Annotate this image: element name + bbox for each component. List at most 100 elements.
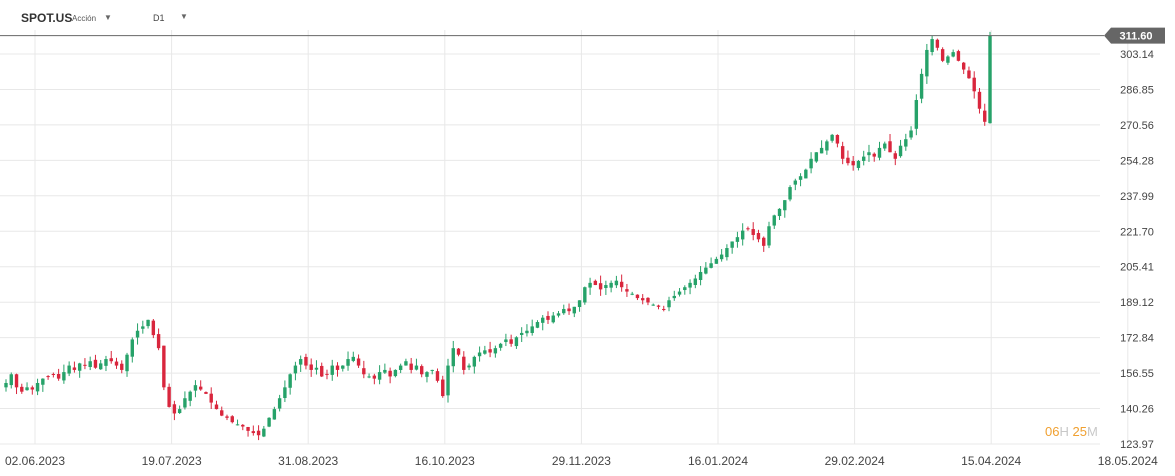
candle-body [698,271,703,281]
candle-body [267,417,271,427]
candle-body [320,365,324,377]
candle-body [814,152,819,162]
candle-body [356,358,361,366]
candle-body [309,364,313,370]
candle-body [983,110,987,122]
candle-body [630,293,634,295]
candle-body [293,365,298,374]
candle-body [88,361,92,368]
candle-body [662,308,666,310]
candle-body [414,365,419,370]
candle-body [393,369,398,377]
candle-body [862,156,866,161]
candle-body [120,363,124,370]
candle-body [609,282,613,288]
candle-body [125,354,129,372]
candle-body [898,145,903,157]
candle-body [235,424,240,426]
candle-body [751,229,755,235]
candle-body [919,73,924,99]
candle-body [209,393,213,403]
candle-body [909,130,913,138]
candle-body [604,285,608,289]
candle-body [346,359,350,366]
candle-body [798,176,803,180]
candle-body [77,363,82,371]
x-tick-label: 16.10.2023 [415,454,475,468]
y-tick-label: 156.55 [1120,368,1154,380]
candle-body [367,376,371,378]
candle-body [377,372,382,380]
candle-body [225,416,229,418]
candle-body [767,226,771,246]
candle-body [967,70,971,79]
candle-body [441,379,445,397]
candle-body [456,348,461,355]
candle-body [498,343,503,348]
candle-body [241,424,245,427]
candle-body [20,386,24,392]
candle-body [946,56,950,63]
symbol-dropdown-icon[interactable]: ▼ [104,13,112,22]
candle-body [772,215,776,226]
candle-body [730,241,734,248]
candle-body [683,287,687,291]
candle-body [519,332,524,335]
candle-body [735,237,740,242]
date-axis: 02.06.2023 19.07.2023 31.08.2023 16.10.2023… [5,454,1158,468]
candle-body [493,348,498,354]
candle-body [930,39,934,53]
candle-body [877,147,882,158]
candle-body [130,339,134,357]
candle-body [14,374,19,388]
x-tick-label: 18.05.2024 [1098,454,1158,468]
candle-body [114,361,119,366]
candle-body [788,187,792,200]
candle-body [156,334,161,349]
candle-body [162,345,166,388]
y-tick-label: 221.70 [1120,226,1154,238]
candle-body [483,350,487,354]
candle-body [777,208,782,217]
candle-body [435,371,440,381]
last-price-label: 311.60 [1119,31,1152,43]
candle-body [851,161,855,166]
candle-body [430,369,434,371]
candle-body [530,326,534,333]
candle-body [277,398,282,409]
candle-body [804,169,808,179]
candle-body [977,91,982,109]
candle-body [83,364,87,366]
candle-body [667,300,671,308]
candle-body [819,147,824,154]
candle-body [272,409,277,420]
candle-body [56,374,61,379]
candle-body [404,361,408,366]
timeframe-label[interactable]: D1 [153,13,165,23]
y-tick-label: 270.56 [1120,120,1154,132]
candle-body [541,317,545,323]
x-tick-label: 31.08.2023 [278,454,338,468]
candle-body [204,392,208,394]
candle-body [183,398,187,408]
candle-body [719,254,724,260]
candle-body [546,315,550,320]
candle-body [314,367,319,370]
candle-body [446,365,450,396]
y-tick-label: 237.99 [1120,191,1154,203]
timeframe-dropdown-icon[interactable]: ▼ [180,12,188,21]
chart-toolbar: SPOT.US Acción ▼ D1 ▼ [0,0,300,30]
candle-body [961,62,966,70]
y-tick-label: 140.26 [1120,404,1154,416]
countdown-hours-unit: H [1059,424,1069,439]
candle-body [504,339,508,343]
candle-body [972,77,976,92]
candle-body [672,295,676,299]
symbol-label[interactable]: SPOT.US [21,11,73,25]
candle-body [619,281,624,288]
candle-body [383,369,387,373]
candle-body [472,356,477,367]
candle-body [341,365,345,369]
candle-body [572,306,576,314]
